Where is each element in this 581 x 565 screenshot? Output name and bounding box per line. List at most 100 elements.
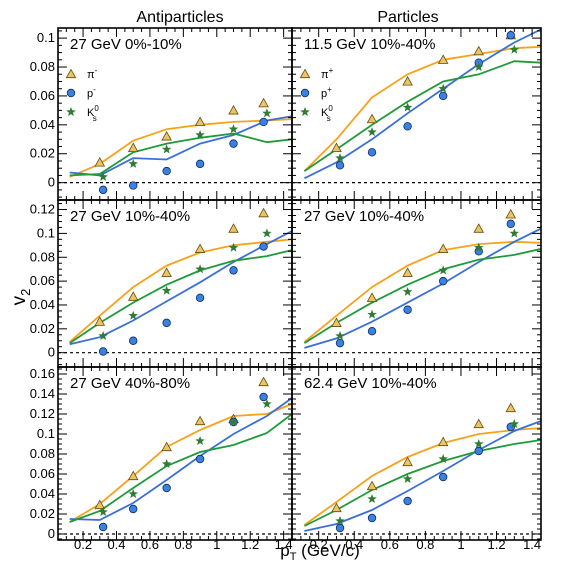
proton-point <box>129 181 138 190</box>
pion-point <box>127 291 139 301</box>
proton-curve <box>304 28 541 180</box>
kaon-point <box>98 171 108 181</box>
pion-point <box>402 456 413 467</box>
proton-point <box>162 318 171 328</box>
pion-curve <box>303 45 541 172</box>
legend-symbol: π <box>87 69 95 81</box>
kaon-point <box>228 242 239 252</box>
x-axis-title-unit: (GeV/c) <box>296 541 359 560</box>
panel-5: 0.2 0.4 0.6 0.8 1 1.2 1.4 62.4 GeV 10%-40% <box>291 366 542 552</box>
curves <box>303 227 541 349</box>
proton-point <box>506 219 515 229</box>
proton-point <box>259 392 268 402</box>
panel-label: 27 GeV 0%-10% <box>70 36 182 53</box>
kaon-point <box>161 285 172 295</box>
kaon-curve <box>303 60 541 172</box>
kaon-point <box>335 153 345 163</box>
kaon-point <box>367 309 377 319</box>
proton-point <box>162 483 171 493</box>
legend-sub: s <box>93 114 97 123</box>
y-tick-label: 0.06 <box>30 88 55 103</box>
pion-point <box>194 243 206 253</box>
pion-point <box>258 207 269 218</box>
x-tick-label: 0.4 <box>107 537 125 552</box>
curves <box>303 420 541 532</box>
proton-legend-marker <box>300 88 310 98</box>
pion-point <box>437 243 449 253</box>
panel-0: 0 0.02 0.04 0.06 0.08 0.1 27 GeV 0%-10% <box>30 27 293 201</box>
proton-point <box>367 513 377 523</box>
kaon-point <box>335 330 345 341</box>
kaon-curve <box>303 439 541 527</box>
legend-sup: - <box>93 85 96 94</box>
kaon-point <box>473 242 484 252</box>
proton-point <box>259 242 268 251</box>
panel-label: 11.5 GeV 10%-40% <box>304 36 435 53</box>
pion-point <box>366 480 378 491</box>
pion-point <box>161 267 172 277</box>
kaon-curve <box>303 248 541 344</box>
kaon-point <box>438 83 448 93</box>
pion-curve <box>69 403 292 523</box>
x-tick-label: 0.8 <box>416 537 434 552</box>
kaon-curve <box>69 132 292 177</box>
y-tick-label: 0.08 <box>30 249 55 264</box>
pion-curve <box>69 118 292 178</box>
proton-point <box>506 31 515 40</box>
legend-sup: + <box>329 66 334 75</box>
legend-symbol: K <box>87 107 95 119</box>
proton-point <box>229 139 238 148</box>
markers <box>331 402 520 533</box>
panel-label: 27 GeV 10%-40% <box>304 208 424 225</box>
proton-point <box>367 327 377 336</box>
proton-point <box>335 523 345 533</box>
x-tick-label: 1.2 <box>241 537 259 552</box>
proton-point <box>129 504 138 514</box>
kaon-point <box>228 417 239 427</box>
pion-curve <box>303 240 541 343</box>
pion-point <box>94 156 106 167</box>
kaon-legend-marker <box>66 107 76 117</box>
pion-point <box>505 402 517 413</box>
pion-point <box>228 104 239 115</box>
proton-point <box>98 522 108 532</box>
proton-curve <box>304 227 541 349</box>
y-tick-label: 0.08 <box>30 59 55 74</box>
pion-point <box>437 436 449 447</box>
pion-point <box>127 470 139 481</box>
pion-point <box>473 418 485 429</box>
proton-point <box>403 305 412 314</box>
proton-point <box>195 159 205 169</box>
kaon-legend-label: K0 s <box>321 104 333 123</box>
pion-point <box>161 130 172 141</box>
legend-sup: - <box>95 66 98 75</box>
proton-point <box>129 336 138 345</box>
proton-point <box>403 122 412 131</box>
proton-legend-label: p- <box>87 85 96 100</box>
kaon-point <box>402 102 413 112</box>
y-tick-label: 0.04 <box>30 117 55 132</box>
legend-1: π+p+K0 s <box>299 66 334 123</box>
kaon-point <box>509 44 520 54</box>
proton-point <box>438 276 448 286</box>
proton-point <box>403 496 412 506</box>
proton-point <box>335 161 345 170</box>
proton-point <box>98 185 108 195</box>
kaon-point <box>128 489 138 499</box>
y-tick-label: 0.04 <box>30 297 55 312</box>
y-tick-label: 0.08 <box>30 446 55 461</box>
legend-sup: 0 <box>94 104 99 113</box>
legend-sup: + <box>327 85 332 94</box>
pion-point <box>161 441 172 452</box>
markers <box>94 97 272 195</box>
x-tick-label: 1.4 <box>523 537 541 552</box>
proton-curve <box>304 420 541 532</box>
proton-point <box>259 117 268 127</box>
panel-label: 27 GeV 10%-40% <box>70 208 190 225</box>
kaon-point <box>335 516 345 526</box>
kaon-point <box>367 127 377 137</box>
proton-legend-marker <box>66 88 76 98</box>
pion-curve <box>303 427 541 526</box>
pion-point <box>194 415 206 426</box>
pion-point <box>366 292 378 302</box>
